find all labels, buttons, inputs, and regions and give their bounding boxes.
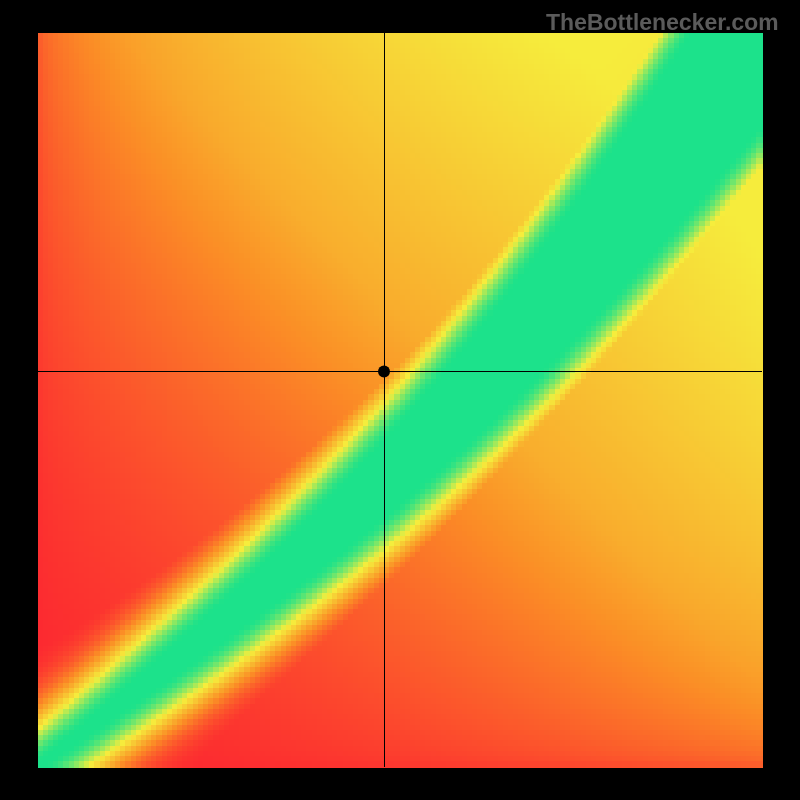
chart-container: { "chart": { "type": "heatmap", "canvas_… [0,0,800,800]
watermark-text: TheBottlenecker.com [546,9,779,36]
bottleneck-heatmap [0,0,800,800]
